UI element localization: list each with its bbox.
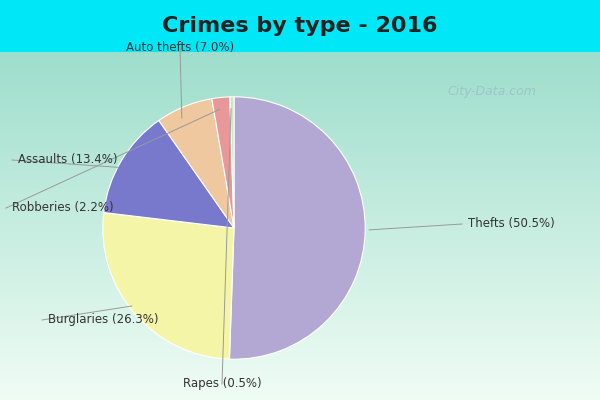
Text: Assaults (13.4%): Assaults (13.4%) — [18, 154, 118, 166]
Wedge shape — [212, 97, 234, 228]
Text: City-Data.com: City-Data.com — [448, 86, 536, 98]
Text: Auto thefts (7.0%): Auto thefts (7.0%) — [126, 42, 234, 54]
Wedge shape — [159, 99, 234, 228]
Text: Burglaries (26.3%): Burglaries (26.3%) — [48, 314, 158, 326]
Wedge shape — [230, 97, 234, 228]
Wedge shape — [104, 120, 234, 228]
Text: Thefts (50.5%): Thefts (50.5%) — [468, 218, 555, 230]
Wedge shape — [229, 97, 365, 359]
Text: Crimes by type - 2016: Crimes by type - 2016 — [162, 16, 438, 36]
Text: Robberies (2.2%): Robberies (2.2%) — [12, 202, 113, 214]
Text: Rapes (0.5%): Rapes (0.5%) — [182, 378, 262, 390]
Wedge shape — [103, 212, 234, 359]
